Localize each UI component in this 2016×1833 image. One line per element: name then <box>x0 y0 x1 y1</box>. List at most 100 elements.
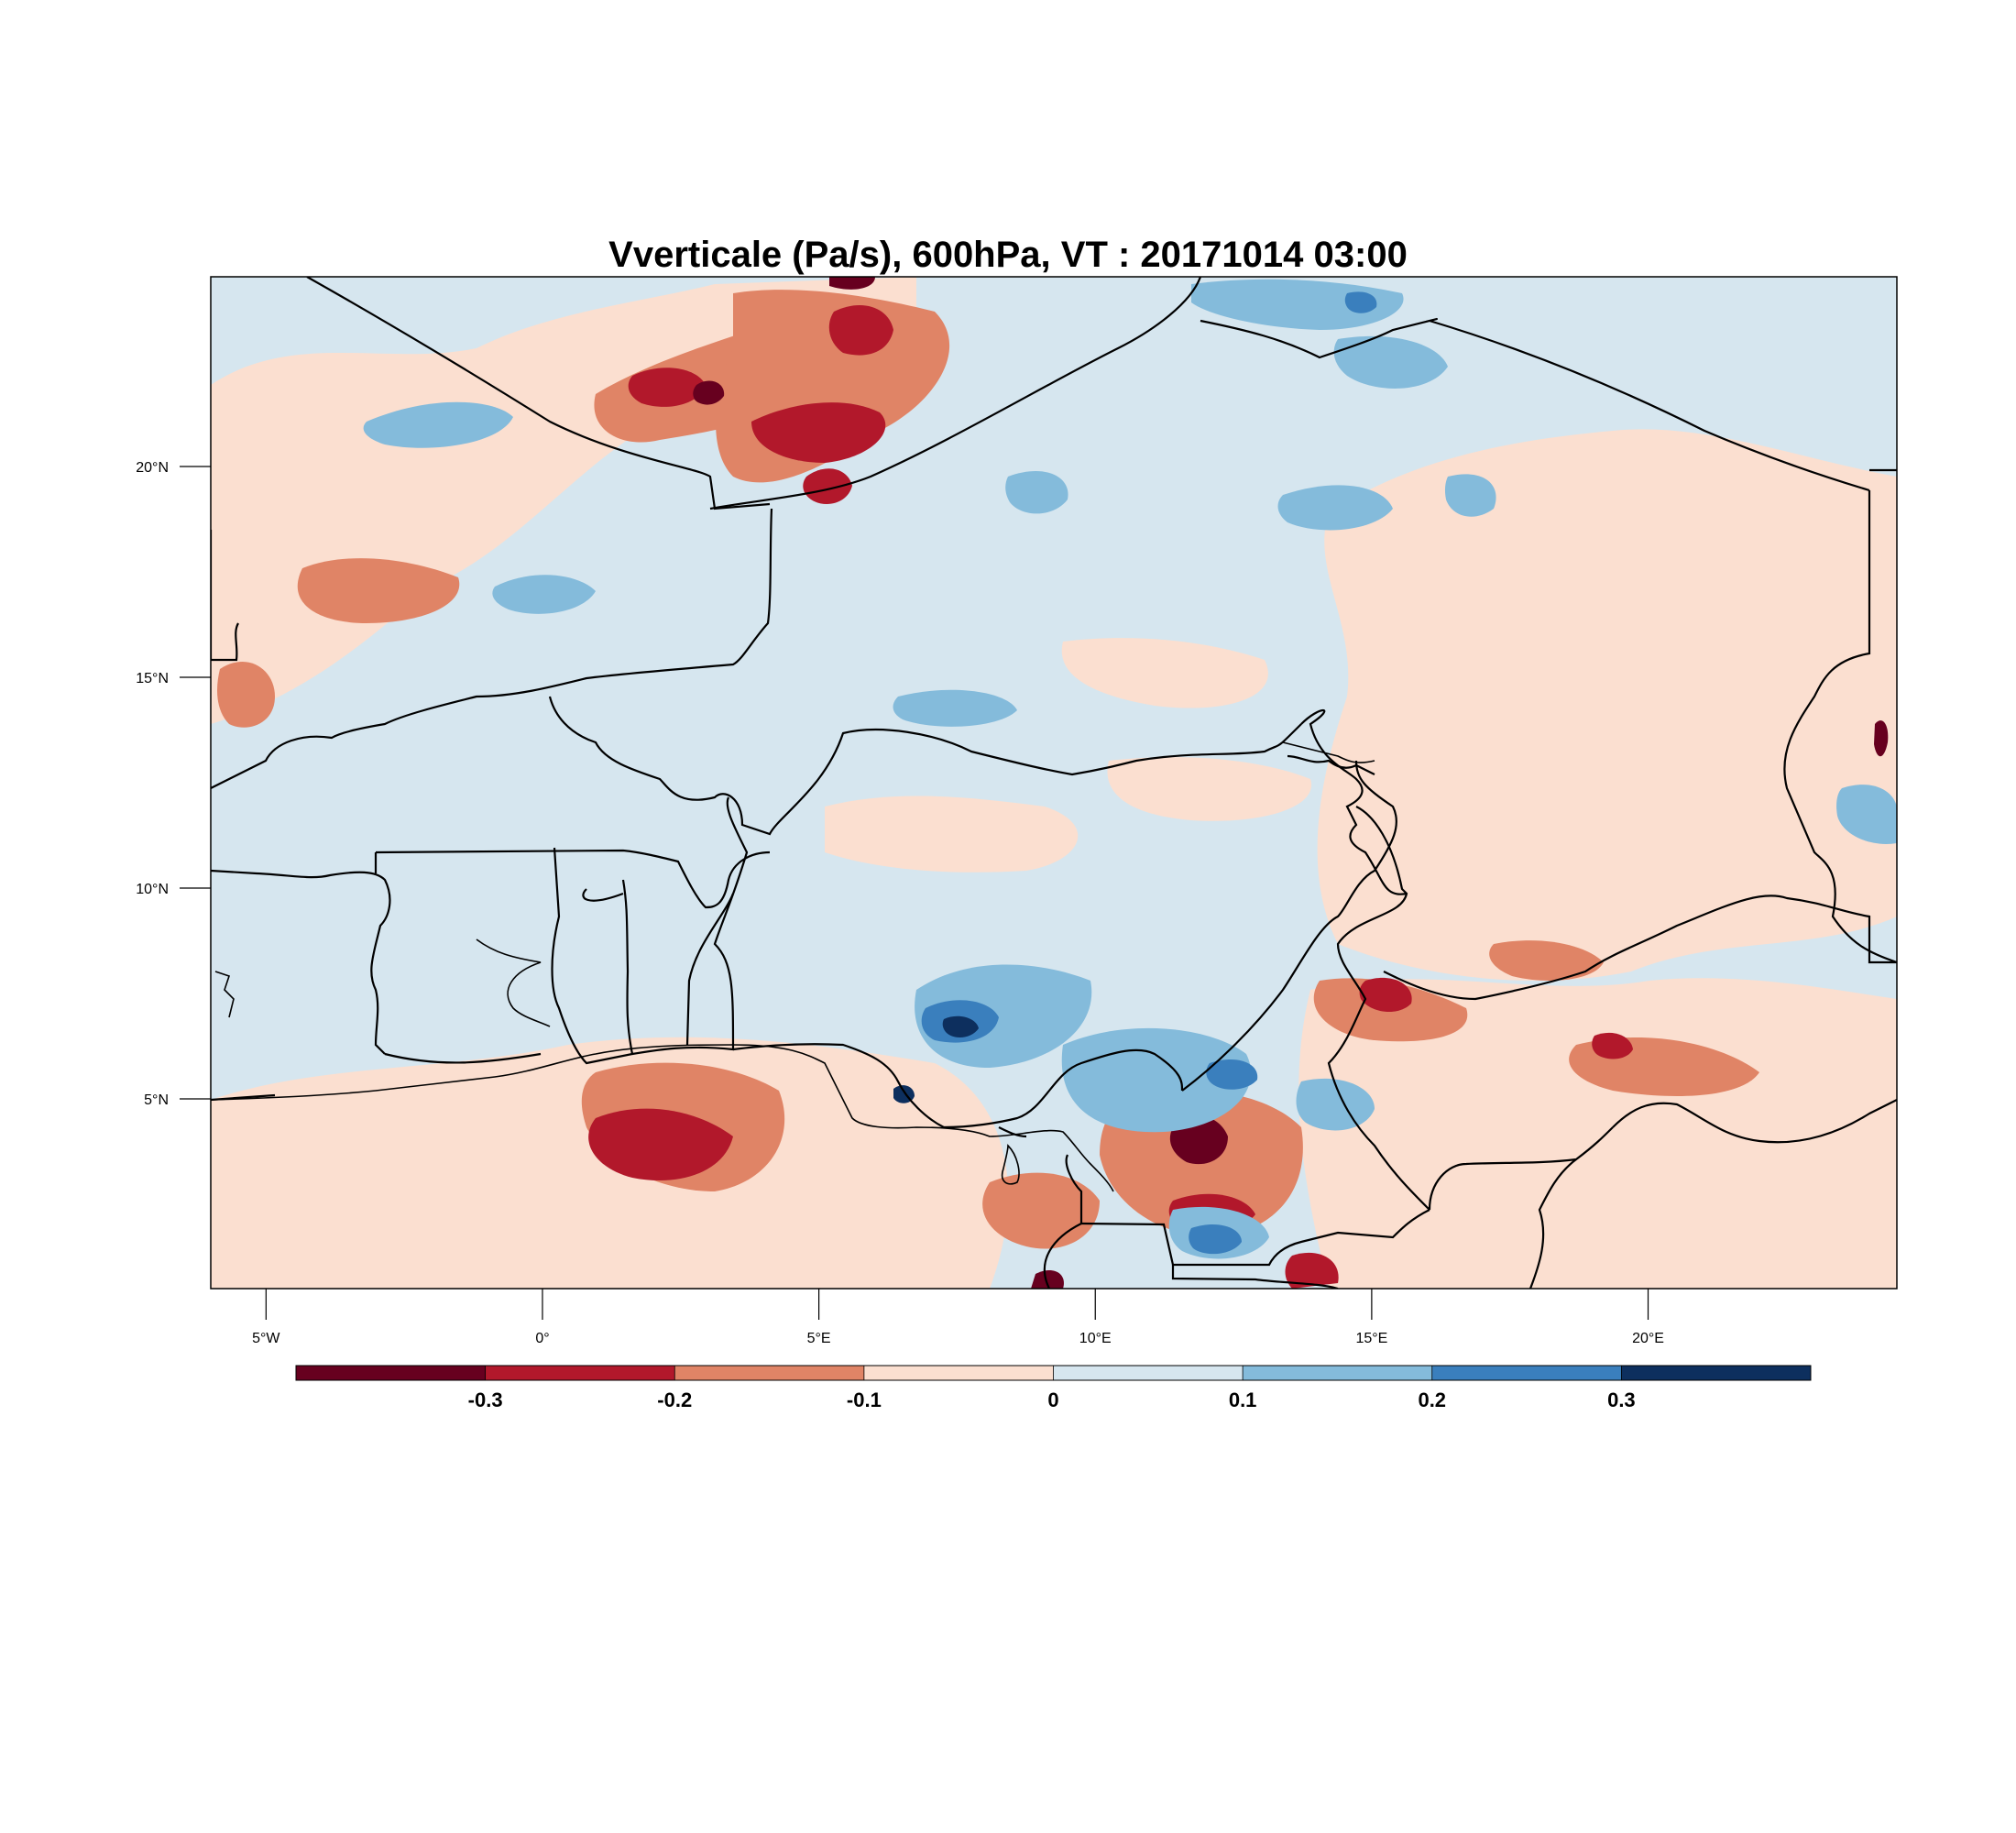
darkest-blue-region <box>942 1015 979 1037</box>
lat-tick-label: 10°N <box>136 882 169 897</box>
light-red-region <box>1107 757 1312 821</box>
blue-region <box>1005 471 1068 514</box>
dark-red-region <box>1592 1032 1633 1059</box>
border-line <box>1528 1158 1577 1289</box>
border-line <box>943 1048 1184 1129</box>
blue-region <box>1191 279 1404 330</box>
border-line <box>1200 317 1870 492</box>
border-line <box>1383 895 1897 1001</box>
mid-blue-region <box>1189 1224 1242 1255</box>
light-red-region <box>1298 978 1897 1289</box>
border-line <box>375 849 771 909</box>
colorbar-label: -0.3 <box>468 1388 503 1411</box>
colorbar-swatch <box>1621 1366 1812 1380</box>
blue-region <box>363 401 513 448</box>
border-line <box>211 508 773 789</box>
border-line <box>998 1126 1027 1138</box>
darkest-red-region <box>1874 720 1889 757</box>
border-line <box>211 869 391 1055</box>
blue-region <box>1296 1078 1375 1131</box>
border-line <box>1043 1223 1082 1289</box>
coast-line <box>1001 1144 1020 1185</box>
border-line <box>732 1043 945 1128</box>
colorbar-swatch <box>296 1366 487 1380</box>
dark-red-region <box>828 304 893 356</box>
border-line <box>685 893 735 1046</box>
border-line <box>1327 806 1430 1211</box>
darkest-red-region <box>829 277 875 290</box>
light-red-region <box>1317 429 1897 982</box>
lat-tick-label: 20°N <box>136 460 169 476</box>
border-line <box>1428 1126 1614 1211</box>
blue-region <box>893 689 1017 727</box>
coast-line <box>476 938 551 1027</box>
border-line <box>551 847 634 1065</box>
lon-tick-label: 15°E <box>1355 1331 1387 1346</box>
dark-red-region <box>1285 1252 1339 1289</box>
dark-red-region <box>803 468 852 504</box>
mid-blue-region <box>1344 291 1377 313</box>
colorbar-swatch <box>1053 1366 1244 1380</box>
colorbar-label: -0.2 <box>657 1388 692 1411</box>
colorbar-label: 0.3 <box>1607 1388 1636 1411</box>
border-line <box>631 796 749 1056</box>
border-line <box>1181 760 1397 1092</box>
map-area <box>211 277 1897 1289</box>
lat-tick-label: 15°N <box>136 671 169 686</box>
lon-tick-label: 0° <box>535 1331 549 1346</box>
lat-axis: 20°N 15°N 10°N 5°N <box>136 460 211 1108</box>
coast-line <box>1282 741 1375 763</box>
border-line <box>211 530 239 662</box>
red-region <box>217 661 275 728</box>
light-red-region <box>825 796 1079 873</box>
dark-red-region <box>751 402 886 463</box>
lon-tick-label: 20°E <box>1632 1331 1664 1346</box>
darkest-red-region <box>1031 1269 1064 1289</box>
colorbar-swatch <box>1243 1366 1433 1380</box>
coastline <box>211 741 1375 1192</box>
colorbar-label: 0.1 <box>1229 1388 1257 1411</box>
border-line <box>384 1052 542 1064</box>
lon-axis: 5°W 0° 5°E 10°E 15°E 20°E <box>252 1289 1664 1346</box>
coast-line <box>214 971 235 1018</box>
colorbar-swatch <box>485 1366 675 1380</box>
dark-red-region <box>628 368 706 407</box>
border-line <box>582 888 624 902</box>
lon-tick-label: 5°W <box>252 1331 280 1346</box>
darkest-red-region <box>693 380 725 405</box>
border-line <box>1287 754 1375 775</box>
lon-tick-label: 5°E <box>807 1331 831 1346</box>
dark-red-region <box>588 1108 733 1180</box>
country-borders <box>211 277 1897 1289</box>
border-line <box>1300 708 1408 895</box>
dark-red-region <box>1359 977 1412 1013</box>
light-red-region <box>1061 638 1268 708</box>
blue-region <box>1333 335 1448 389</box>
border-line <box>1783 490 1897 964</box>
blue-region <box>1444 474 1496 517</box>
negative-velocity-regions <box>211 277 1897 1289</box>
lon-tick-label: 10°E <box>1079 1331 1112 1346</box>
colorbar-label: 0 <box>1047 1388 1058 1411</box>
border-line <box>1065 1154 1083 1224</box>
coast-line <box>211 1044 1114 1192</box>
colorbar-swatch <box>863 1366 1054 1380</box>
colorbar-label: 0.2 <box>1418 1388 1446 1411</box>
red-region <box>297 558 460 623</box>
border-line <box>1612 1099 1897 1144</box>
border-line <box>1080 1209 1430 1267</box>
border-line <box>548 696 1302 836</box>
blue-region <box>492 575 596 614</box>
plot-title: Vverticale (Pa/s), 600hPa, VT : 20171014… <box>608 235 1408 275</box>
colorbar-swatch <box>674 1366 865 1380</box>
colorbar-label: -0.1 <box>847 1388 882 1411</box>
border-line <box>709 277 1202 510</box>
red-region <box>1489 940 1604 981</box>
colorbar-swatch <box>1431 1366 1622 1380</box>
blue-region <box>1277 485 1393 531</box>
mid-blue-region <box>1206 1059 1258 1090</box>
border-line <box>1171 1265 1339 1289</box>
lat-tick-label: 5°N <box>144 1092 169 1108</box>
blue-region <box>1836 785 1897 844</box>
